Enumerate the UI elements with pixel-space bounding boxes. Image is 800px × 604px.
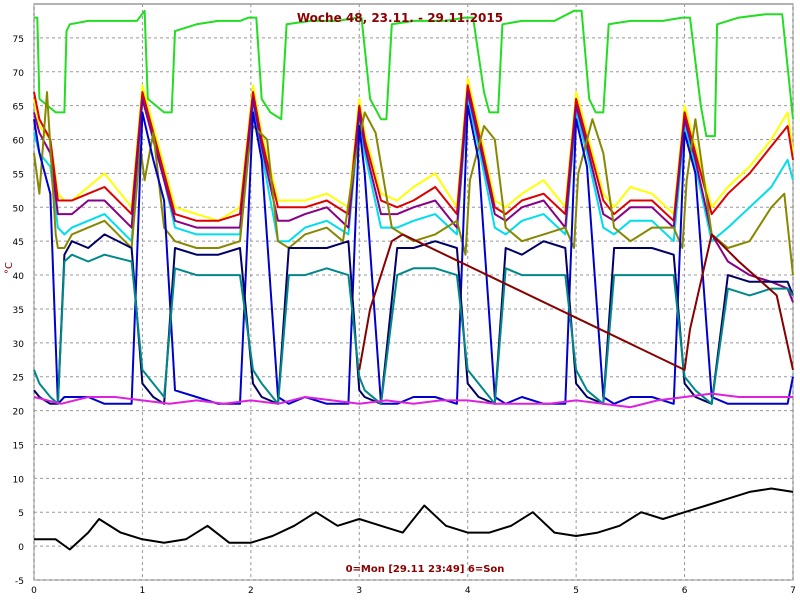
- chart-title: Woche 48, 23.11. - 29.11.2015: [297, 11, 503, 25]
- y-tick-label: 35: [13, 306, 24, 316]
- y-tick-label: 50: [13, 204, 25, 214]
- series-line: [33, 253, 794, 405]
- y-tick-label: 55: [13, 170, 24, 180]
- y-tick-label: -5: [15, 577, 24, 587]
- series-line: [358, 233, 794, 371]
- y-tick-label: 0: [18, 543, 24, 553]
- x-tick-label: 2: [248, 586, 254, 596]
- x-tick-label: 1: [140, 586, 146, 596]
- series-line: [33, 392, 793, 409]
- y-tick-label: 70: [13, 69, 25, 79]
- series-line: [34, 9, 794, 138]
- series-line: [34, 487, 794, 551]
- x-tick-label: 3: [356, 586, 362, 596]
- x-tick-label: 4: [465, 586, 471, 596]
- y-tick-label: 10: [13, 475, 25, 485]
- y-tick-label: 65: [13, 103, 24, 113]
- y-tick-label: 20: [13, 408, 25, 418]
- x-tick-label: 5: [573, 586, 579, 596]
- y-tick-label: 30: [13, 340, 25, 350]
- y-tick-label: 15: [13, 441, 24, 451]
- y-axis-label: °C: [4, 262, 15, 274]
- y-tick-label: 25: [13, 374, 24, 384]
- series-line: [33, 91, 794, 276]
- y-tick-label: 60: [13, 137, 25, 147]
- x-axis-label: 0=Mon [29.11 23:49] 6=Son: [346, 564, 505, 575]
- series-lines: [33, 9, 794, 551]
- y-tick-label: 75: [13, 35, 24, 45]
- x-tick-label: 0: [31, 586, 37, 596]
- y-tick-label: 45: [13, 238, 24, 248]
- y-tick-label: 40: [13, 272, 25, 282]
- x-tick-label: 7: [790, 586, 796, 596]
- y-tick-label: 5: [18, 509, 24, 519]
- x-tick-label: 6: [682, 586, 688, 596]
